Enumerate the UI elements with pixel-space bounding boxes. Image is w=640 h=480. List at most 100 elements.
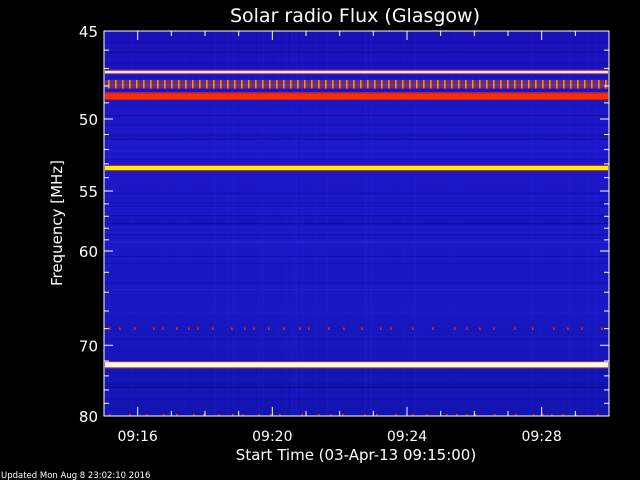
emission-tick (584, 79, 586, 89)
plot-area (103, 30, 610, 417)
noise-column (107, 31, 110, 416)
noise-column (213, 31, 216, 416)
noise-streak (104, 338, 609, 341)
emission-dot (109, 327, 111, 330)
noise-streak (104, 84, 609, 86)
emission-band-edge (105, 99, 608, 101)
emission-dot (176, 327, 178, 330)
emission-dot (475, 413, 477, 416)
emission-tick (192, 79, 194, 89)
emission-band-edge (105, 367, 608, 369)
emission-dot (567, 327, 569, 330)
emission-band-edge (105, 69, 608, 71)
noise-column (234, 31, 236, 416)
emission-tick (528, 79, 530, 89)
noise-streak (104, 192, 609, 195)
noise-streak (104, 187, 609, 189)
emission-tick (535, 79, 537, 89)
emission-dot (242, 413, 244, 416)
noise-streak (104, 222, 609, 225)
emission-dot (562, 413, 564, 416)
emission-tick (283, 79, 285, 89)
emission-dot (494, 413, 496, 416)
emission-dot (188, 327, 190, 330)
noise-streak (104, 206, 609, 209)
emission-tick (213, 79, 215, 89)
noise-column (376, 31, 378, 416)
emission-dot (146, 413, 148, 416)
emission-dot (466, 413, 468, 416)
emission-dot (253, 327, 255, 330)
noise-streak (104, 349, 609, 351)
noise-streak (104, 42, 609, 44)
emission-tick (409, 79, 411, 89)
emission-dot (109, 413, 111, 416)
emission-dot (328, 327, 330, 330)
noise-streak (104, 215, 609, 217)
emission-band-edge (105, 361, 608, 363)
noise-streak (104, 133, 609, 135)
noise-column (285, 31, 287, 416)
noise-streak (104, 79, 609, 81)
noise-column (384, 31, 387, 416)
emission-dot (119, 327, 121, 330)
emission-tick (486, 79, 488, 89)
noise-column (167, 31, 169, 416)
noise-streak (104, 138, 609, 140)
band-layer (105, 69, 608, 416)
emission-dot (380, 327, 382, 330)
emission-tick (507, 79, 509, 89)
emission-dot (270, 413, 272, 416)
noise-streak (104, 159, 609, 160)
noise-column (595, 31, 598, 416)
emission-tick (570, 79, 572, 89)
noise-streak (104, 289, 609, 290)
emission-tick (304, 79, 306, 89)
emission-dot (163, 413, 165, 416)
noise-streak (104, 370, 609, 373)
emission-tick (164, 79, 166, 89)
emission-dot (395, 413, 397, 416)
emission-tick (395, 79, 397, 89)
emission-tick (360, 79, 362, 89)
emission-tick (227, 79, 229, 89)
emission-dot (412, 413, 414, 416)
emission-tick (388, 79, 390, 89)
emission-dot (342, 413, 344, 416)
noise-streak (104, 383, 609, 386)
y-tick-label: 60 (79, 243, 98, 261)
y-tick-label: 55 (79, 183, 98, 201)
emission-tick (563, 79, 565, 89)
emission-tick (206, 79, 208, 89)
emission-dot (232, 413, 234, 416)
noise-streak (104, 80, 609, 83)
x-axis-label: Start Time (03-Apr-13 09:15:00) (236, 446, 476, 464)
noise-column (227, 31, 229, 416)
noise-column (370, 31, 373, 416)
emission-tick (381, 79, 383, 89)
noise-streak (104, 149, 609, 152)
emission-tick (248, 79, 250, 89)
noise-streak (104, 62, 609, 65)
emission-dot (301, 413, 303, 416)
noise-streak (104, 207, 609, 210)
emission-dot (258, 413, 260, 416)
emission-dot (212, 327, 214, 330)
emission-dot (330, 413, 332, 416)
noise-column (414, 31, 416, 416)
emission-tick (577, 79, 579, 89)
noise-column (131, 31, 133, 416)
noise-column (563, 31, 565, 416)
noise-streak (104, 100, 609, 101)
emission-tick (374, 79, 376, 89)
emission-tick (423, 79, 425, 89)
emission-dot (268, 327, 270, 330)
emission-tick (493, 79, 495, 89)
emission-tick (311, 79, 313, 89)
noise-streak (104, 52, 609, 54)
x-tick-label: 09:24 (387, 429, 427, 445)
emission-dot (361, 327, 363, 330)
emission-tick (500, 79, 502, 89)
emission-tick (178, 79, 180, 89)
